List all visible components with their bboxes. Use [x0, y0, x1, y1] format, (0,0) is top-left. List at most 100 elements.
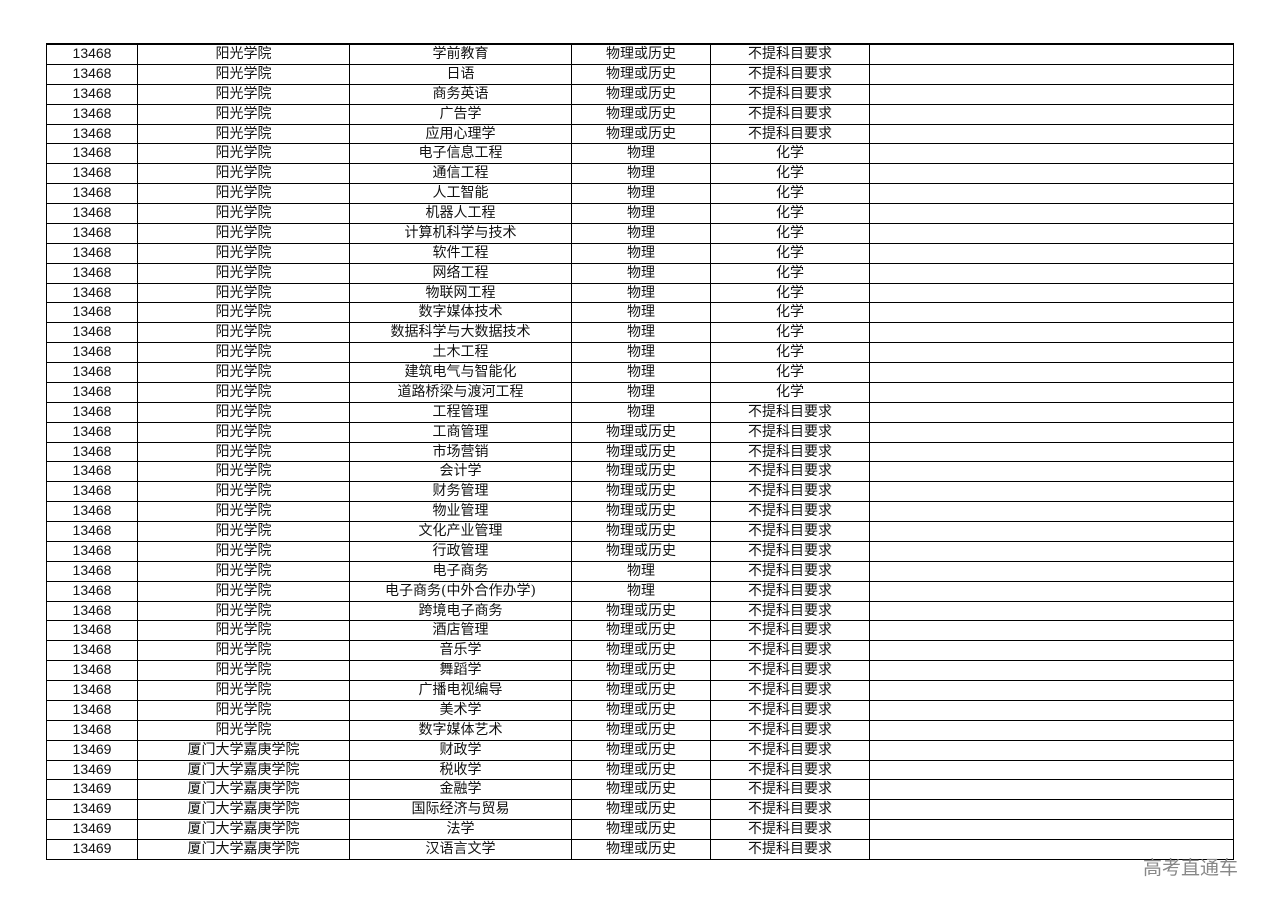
secondary-subject-cell: 不提科目要求	[711, 442, 870, 462]
secondary-subject-cell: 化学	[711, 303, 870, 323]
primary-subject-cell: 物理或历史	[572, 104, 711, 124]
table-row: 13468 阳光学院 计算机科学与技术 物理 化学	[47, 223, 1234, 244]
table-row: 13468 阳光学院 应用心理学 物理或历史 不提科目要求	[47, 124, 1234, 145]
notes-cell	[870, 223, 1234, 243]
secondary-subject-cell: 不提科目要求	[711, 104, 870, 124]
table-row: 13468 阳光学院 会计学 物理或历史 不提科目要求	[47, 462, 1234, 483]
school-code-cell: 13468	[47, 382, 138, 402]
school-name-cell: 阳光学院	[138, 243, 350, 263]
table-row: 13468 阳光学院 美术学 物理或历史 不提科目要求	[47, 700, 1234, 721]
school-name-cell: 阳光学院	[138, 323, 350, 343]
school-name-cell: 阳光学院	[138, 382, 350, 402]
major-name-cell: 网络工程	[350, 263, 572, 283]
table-row: 13468 阳光学院 电子商务 物理 不提科目要求	[47, 561, 1234, 582]
secondary-subject-cell: 化学	[711, 323, 870, 343]
major-name-cell: 会计学	[350, 462, 572, 482]
notes-cell	[870, 303, 1234, 323]
school-code-cell: 13468	[47, 283, 138, 303]
major-name-cell: 金融学	[350, 780, 572, 800]
school-code-cell: 13468	[47, 263, 138, 283]
primary-subject-cell: 物理或历史	[572, 720, 711, 740]
school-code-cell: 13468	[47, 243, 138, 263]
notes-cell	[870, 541, 1234, 561]
notes-cell	[870, 800, 1234, 820]
school-code-cell: 13468	[47, 641, 138, 661]
major-name-cell: 道路桥梁与渡河工程	[350, 382, 572, 402]
secondary-subject-cell: 不提科目要求	[711, 124, 870, 144]
school-code-cell: 13469	[47, 740, 138, 760]
school-code-cell: 13468	[47, 184, 138, 203]
major-name-cell: 电子信息工程	[350, 144, 572, 164]
secondary-subject-cell: 化学	[711, 204, 870, 223]
primary-subject-cell: 物理或历史	[572, 84, 711, 104]
primary-subject-cell: 物理或历史	[572, 760, 711, 780]
school-name-cell: 阳光学院	[138, 561, 350, 581]
table-row: 13468 阳光学院 数字媒体艺术 物理或历史 不提科目要求	[47, 720, 1234, 741]
major-name-cell: 行政管理	[350, 541, 572, 561]
table-row: 13468 阳光学院 财务管理 物理或历史 不提科目要求	[47, 482, 1234, 503]
school-name-cell: 厦门大学嘉庚学院	[138, 800, 350, 820]
notes-cell	[870, 263, 1234, 283]
school-code-cell: 13468	[47, 661, 138, 680]
school-name-cell: 阳光学院	[138, 661, 350, 680]
notes-cell	[870, 442, 1234, 462]
school-code-cell: 13468	[47, 720, 138, 740]
school-code-cell: 13468	[47, 124, 138, 144]
school-code-cell: 13468	[47, 462, 138, 482]
school-name-cell: 阳光学院	[138, 343, 350, 362]
major-name-cell: 工商管理	[350, 422, 572, 442]
primary-subject-cell: 物理或历史	[572, 641, 711, 661]
secondary-subject-cell: 不提科目要求	[711, 561, 870, 581]
major-name-cell: 通信工程	[350, 164, 572, 184]
notes-cell	[870, 840, 1234, 859]
major-name-cell: 电子商务(中外合作办学)	[350, 581, 572, 601]
school-name-cell: 厦门大学嘉庚学院	[138, 760, 350, 780]
notes-cell	[870, 720, 1234, 740]
primary-subject-cell: 物理或历史	[572, 661, 711, 680]
school-code-cell: 13468	[47, 621, 138, 641]
school-name-cell: 阳光学院	[138, 45, 350, 64]
table-row: 13468 阳光学院 土木工程 物理 化学	[47, 343, 1234, 363]
major-name-cell: 软件工程	[350, 243, 572, 263]
major-name-cell: 美术学	[350, 700, 572, 720]
table-row: 13469 厦门大学嘉庚学院 财政学 物理或历史 不提科目要求	[47, 740, 1234, 761]
table-row: 13468 阳光学院 通信工程 物理 化学	[47, 164, 1234, 185]
notes-cell	[870, 64, 1234, 84]
school-name-cell: 阳光学院	[138, 363, 350, 382]
school-code-cell: 13468	[47, 45, 138, 64]
school-name-cell: 阳光学院	[138, 263, 350, 283]
primary-subject-cell: 物理或历史	[572, 740, 711, 760]
notes-cell	[870, 601, 1234, 621]
secondary-subject-cell: 不提科目要求	[711, 601, 870, 621]
school-name-cell: 阳光学院	[138, 104, 350, 124]
table-row: 13468 阳光学院 电子信息工程 物理 化学	[47, 144, 1234, 165]
major-name-cell: 市场营销	[350, 442, 572, 462]
primary-subject-cell: 物理或历史	[572, 621, 711, 641]
major-name-cell: 国际经济与贸易	[350, 800, 572, 820]
secondary-subject-cell: 不提科目要求	[711, 700, 870, 720]
primary-subject-cell: 物理或历史	[572, 800, 711, 820]
secondary-subject-cell: 不提科目要求	[711, 581, 870, 601]
notes-cell	[870, 681, 1234, 700]
table-row: 13468 阳光学院 数据科学与大数据技术 物理 化学	[47, 323, 1234, 344]
secondary-subject-cell: 不提科目要求	[711, 84, 870, 104]
table-row: 13468 阳光学院 音乐学 物理或历史 不提科目要求	[47, 641, 1234, 662]
table-row: 13468 阳光学院 建筑电气与智能化 物理 化学	[47, 363, 1234, 383]
secondary-subject-cell: 不提科目要求	[711, 621, 870, 641]
secondary-subject-cell: 不提科目要求	[711, 45, 870, 64]
school-code-cell: 13468	[47, 104, 138, 124]
secondary-subject-cell: 化学	[711, 283, 870, 303]
primary-subject-cell: 物理或历史	[572, 541, 711, 561]
table-row: 13468 阳光学院 学前教育 物理或历史 不提科目要求	[47, 45, 1234, 65]
secondary-subject-cell: 化学	[711, 184, 870, 203]
primary-subject-cell: 物理或历史	[572, 64, 711, 84]
secondary-subject-cell: 不提科目要求	[711, 720, 870, 740]
primary-subject-cell: 物理或历史	[572, 45, 711, 64]
school-name-cell: 阳光学院	[138, 84, 350, 104]
watermark: 高考直通车	[1143, 857, 1239, 879]
school-code-cell: 13469	[47, 760, 138, 780]
school-code-cell: 13468	[47, 502, 138, 521]
school-name-cell: 阳光学院	[138, 442, 350, 462]
school-name-cell: 阳光学院	[138, 502, 350, 521]
primary-subject-cell: 物理	[572, 363, 711, 382]
